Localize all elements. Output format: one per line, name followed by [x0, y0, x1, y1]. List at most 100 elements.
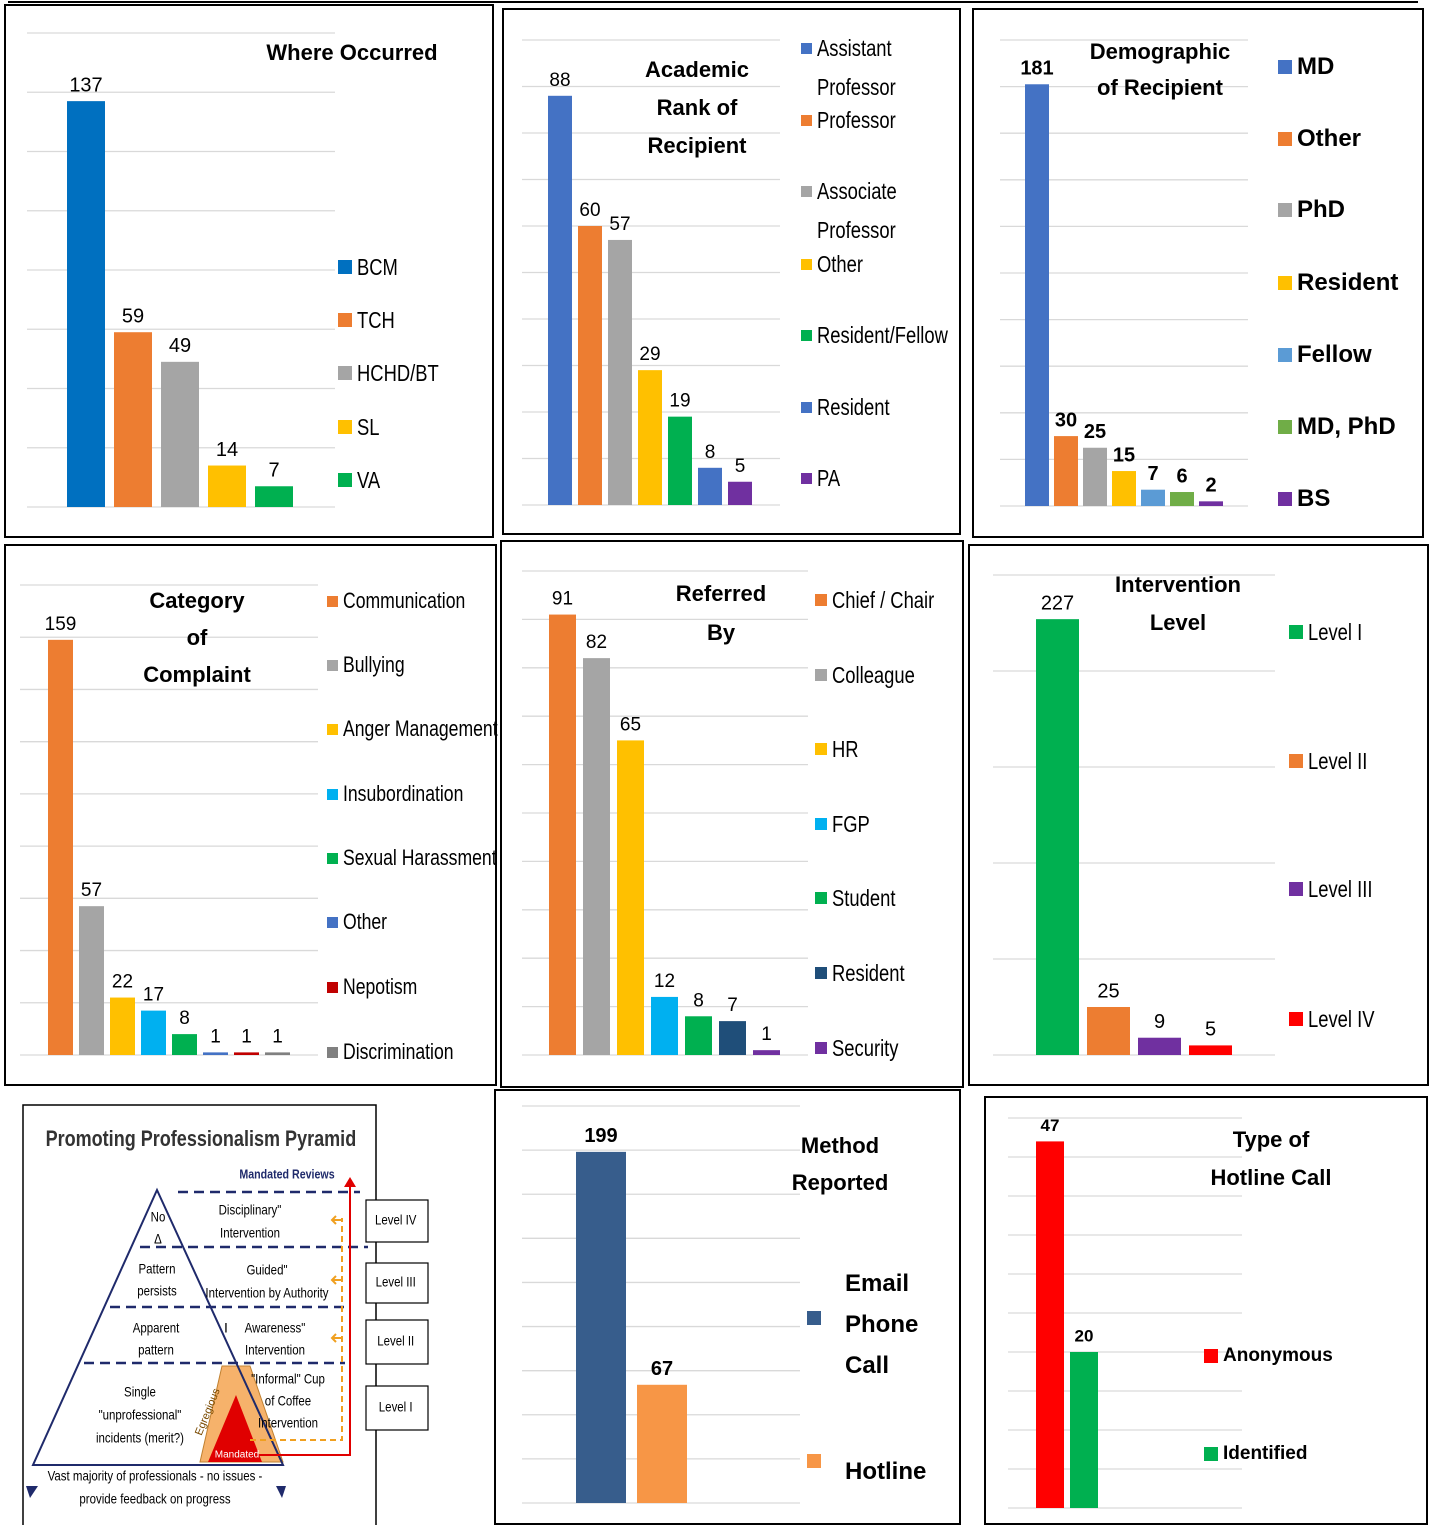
value-label: 5 — [735, 456, 746, 477]
value-label: 7 — [1147, 463, 1158, 485]
value-label: 59 — [122, 305, 144, 327]
legend-swatch — [1278, 492, 1292, 506]
legend-swatch — [338, 473, 352, 487]
bar — [234, 1052, 259, 1055]
chart-frame — [968, 544, 1429, 1086]
pyramid-label: Guided" — [246, 1262, 287, 1278]
chart-frame — [972, 8, 1424, 538]
chart-frame — [494, 1089, 961, 1525]
legend-label: PhD — [1297, 196, 1345, 223]
bar — [549, 614, 576, 1055]
arrow-head — [276, 1486, 286, 1498]
bar — [685, 1016, 712, 1055]
value-label: 91 — [552, 589, 573, 610]
legend-label: MD, PhD — [1297, 413, 1396, 440]
legend-label: Level I — [1308, 619, 1363, 645]
legend-swatch — [327, 723, 338, 735]
legend-swatch — [338, 313, 352, 327]
pyramid-label: Intervention — [220, 1225, 280, 1241]
bar — [265, 1052, 290, 1055]
legend-swatch — [327, 788, 338, 800]
legend-label: MD — [1297, 53, 1335, 80]
legend-label: Insubordination — [343, 781, 464, 806]
pyramid-label: Intervention by Authority — [205, 1285, 329, 1301]
chart-title: Referred By — [675, 580, 767, 645]
chart: 91 82 65 12 8 7 1 — [500, 540, 964, 1088]
value-label: 5 — [1205, 1019, 1216, 1041]
legend-label: HCHD/BT — [357, 360, 439, 386]
pyramid-label: Level I — [379, 1399, 413, 1415]
chart-frame — [502, 8, 961, 535]
legend-label: Professor — [817, 106, 896, 133]
legend-swatch — [815, 818, 827, 830]
escalation-arrow — [250, 1218, 343, 1441]
legend-swatch — [1278, 348, 1292, 362]
bar — [114, 332, 152, 507]
value-label: 65 — [620, 714, 641, 735]
value-label: 8 — [179, 1008, 190, 1029]
pyramid-label: No — [151, 1209, 166, 1225]
value-label: 8 — [693, 990, 704, 1011]
value-label: 49 — [169, 335, 191, 357]
legend-label: SL — [357, 414, 380, 440]
value-label: 1 — [210, 1026, 221, 1047]
bar — [110, 997, 135, 1055]
legend-label: Resident/Fellow — [817, 321, 948, 348]
value-label: 227 — [1041, 592, 1074, 614]
legend-label: Hotline — [845, 1457, 927, 1485]
bar — [161, 361, 199, 507]
legend-label: Student — [832, 885, 896, 911]
chart: 137 59 49 14 7 — [4, 4, 494, 538]
value-label: 14 — [216, 439, 238, 461]
pyramid-label: Promoting Professionalism Pyramid — [46, 1127, 357, 1151]
legend-label: Chief / Chair — [832, 587, 935, 613]
escalation-ticks — [330, 1215, 342, 1343]
legend-label: Level III — [1308, 876, 1373, 902]
pyramid-label: Awareness" — [245, 1320, 306, 1336]
legend-swatch — [1204, 1447, 1218, 1461]
value-label: 1 — [761, 1024, 772, 1045]
chart: 227 25 9 5 — [968, 544, 1429, 1086]
legend-swatch — [801, 42, 812, 54]
legend-label: FGP — [832, 811, 870, 837]
value-label: 25 — [1097, 980, 1119, 1002]
legend-swatch — [327, 595, 338, 607]
arrow-head — [26, 1486, 38, 1498]
bar — [617, 740, 644, 1055]
legend-label: Level IV — [1308, 1006, 1375, 1032]
legend-label: Security — [832, 1035, 899, 1061]
legend-label: Associate Professor — [817, 177, 897, 243]
legend-swatch — [338, 420, 352, 434]
legend-swatch — [327, 659, 338, 671]
pyramid-label: provide feedback on progress — [79, 1491, 230, 1507]
value-label: 57 — [609, 214, 630, 235]
value-label: 137 — [69, 74, 102, 96]
value-label: 67 — [651, 1358, 673, 1380]
chart-title: Demographic of Recipient — [1089, 39, 1231, 100]
value-label: 1 — [241, 1026, 252, 1047]
pyramid-label: Single — [124, 1384, 156, 1400]
pyramid-label: Vast majority of professionals - no issu… — [48, 1468, 263, 1484]
bar — [1054, 436, 1078, 506]
legend-label: Colleague — [832, 662, 915, 688]
legend-label: Level II — [1308, 748, 1368, 774]
bar — [1083, 447, 1107, 506]
pyramid-diagram: Promoting Professionalism Pyramid Mandate… — [22, 1104, 429, 1525]
pyramid-label: "Informal" Cup — [251, 1371, 325, 1387]
legend-swatch — [1289, 1012, 1303, 1026]
legend-label: Sexual Harassment — [343, 845, 497, 870]
pyramid-label: Mandated — [215, 1450, 259, 1461]
bar — [668, 416, 692, 505]
legend-label: Resident — [832, 960, 905, 986]
legend-label: Other — [343, 909, 388, 934]
legend-swatch — [815, 743, 827, 755]
legend-label: Assistant Professor — [817, 34, 896, 100]
chart-title: Academic Rank of Recipient — [645, 57, 749, 158]
legend-label: Resident — [817, 393, 890, 420]
legend-swatch — [815, 1042, 827, 1054]
value-label: 25 — [1084, 421, 1106, 443]
legend-swatch — [1278, 420, 1292, 434]
bar — [608, 239, 632, 505]
